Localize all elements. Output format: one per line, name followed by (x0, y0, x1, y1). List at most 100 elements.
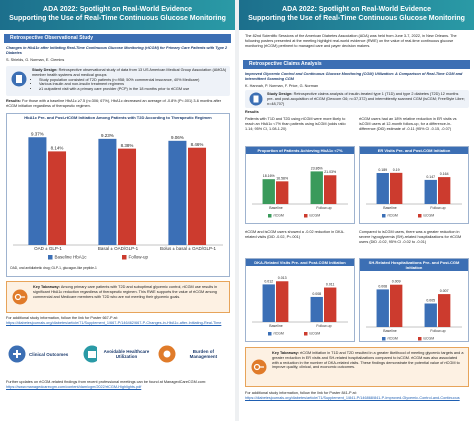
x-tick-label: Basal ± OAD/GLP-1 (98, 246, 139, 251)
bar (376, 173, 389, 204)
data-label: 9.23% (101, 133, 114, 138)
design-text: Retrospective observational study of dat… (32, 68, 227, 77)
data-label: 9.37% (31, 131, 44, 136)
legend-swatch (304, 332, 308, 336)
results-label: Results: (6, 99, 21, 103)
bar (262, 284, 275, 322)
bar (324, 287, 337, 322)
legend-swatch (382, 214, 386, 218)
chart-box: Proportion of Patients Achieving HbA1c <… (245, 146, 355, 224)
legend-label: isCGM (424, 214, 435, 218)
study-design: Study Design: Retrospective claims analy… (245, 90, 469, 108)
chart: 18.16% 23.86% 16.58% 21.03% Baseline Follow-u… (252, 166, 348, 218)
info-link[interactable]: https://diabetesjournals.org/diabetes/ar… (6, 320, 222, 325)
key-takeaway: Key Takeaway: rtCGM initiation in T1D an… (245, 347, 469, 387)
legend-swatch (268, 214, 272, 218)
bar (424, 303, 437, 327)
x-tick-label: Follow-up (430, 206, 445, 210)
legend-swatch (268, 332, 272, 336)
intro: The 82nd Scientific Sessions of the Amer… (245, 34, 457, 48)
x-tick-label: Baseline (383, 206, 396, 210)
bullet: Study population consisted of T2D patien… (39, 78, 227, 83)
x-tick-label: Follow-up (316, 324, 331, 328)
chart-box: SH-Related Hospitalizations Pre- and Pos… (359, 258, 469, 342)
chart-title: SH-Related Hospitalizations Pre- and Pos… (360, 259, 468, 271)
legend-label: Follow-up (129, 254, 149, 259)
chart-title: DKA-Related Visits Pre- and Post-CGM Ini… (246, 259, 354, 266)
bar (390, 172, 403, 204)
icon (83, 345, 97, 363)
design-text: Retrospective claims analysis of insulin… (267, 92, 465, 106)
result-text: rtCGM users had an 18% relative reductio… (359, 117, 457, 131)
section-bar: Retrospective Observational Study (4, 34, 231, 43)
data-label: 8.46% (191, 142, 204, 147)
data-label: 21.03% (324, 170, 336, 174)
chart: 9.37% 9.23% 9.06% 8.14% 8.38% 8.46% OAD ± GLP-… (13, 131, 223, 260)
icon-label: Avoidable Healthcare Utilization (103, 349, 150, 359)
takeaway-label: Key Takeaway: (33, 285, 60, 289)
header: ADA 2022: Spotlight on Real-World Eviden… (239, 0, 474, 30)
x-tick-label: OAD ± GLP-1 (34, 246, 62, 251)
bar (376, 289, 389, 327)
legend-swatch (382, 337, 386, 341)
left-panel: ADA 2022: Spotlight on Real-World Eviden… (0, 0, 235, 421)
legend-swatch (48, 255, 53, 260)
header-title: ADA 2022: Spotlight on Real-World Eviden… (282, 6, 431, 13)
icon (158, 345, 176, 363)
data-label: 0.164 (440, 172, 449, 176)
info: For additional study information, follow… (245, 391, 467, 401)
icon-item: Avoidable Healthcare Utilization (83, 345, 153, 363)
bar (324, 175, 337, 204)
legend-swatch (304, 214, 308, 218)
design-icon (249, 92, 263, 106)
study-design: Study Design: Retrospective observationa… (6, 66, 230, 96)
authors: K. Hannah, P. Norman, F. Price, G. Norma… (245, 84, 319, 88)
key-takeaway: Key Takeaway: Among primary care patient… (6, 281, 230, 313)
x-tick-label: Follow-up (316, 206, 331, 210)
footer-text: Further updates on rtCGM-related finding… (6, 380, 207, 384)
data-label: 8.14% (51, 146, 64, 151)
data-label: 0.011 (326, 282, 335, 286)
design-label: Study Design: (32, 68, 58, 72)
bar (310, 296, 323, 322)
key-icon (12, 289, 28, 305)
footer-link[interactable]: https://www.managedcarecgm.com/content/d… (6, 384, 142, 389)
bar (310, 171, 323, 204)
data-label: 16.58% (276, 176, 288, 180)
data-label: 0.013 (278, 276, 287, 280)
legend-label: rtCGM (388, 214, 398, 218)
legend-label: isCGM (310, 214, 321, 218)
results-text: For those with a baseline HbA1c ≥7.5 (n=… (6, 99, 222, 108)
icon-item: Clinical Outcomes (8, 345, 78, 363)
bar (276, 281, 289, 322)
bar (262, 179, 275, 204)
bar (48, 151, 67, 245)
takeaway-text: rtCGM initiation in T1D and T2D resulted… (272, 351, 464, 370)
data-label: 0.008 (312, 292, 321, 296)
study-title: Improved Glycemic Control and Continuous… (245, 72, 463, 81)
design-bullets: Study population consisted of T2D patien… (32, 78, 227, 92)
chart-box: HbA1c Pre- and Post-rtCGM Initiation Amo… (6, 113, 230, 277)
chart: 0.008 0.005 0.009 0.007 Baseline Follow-up rtC… (366, 280, 462, 341)
data-label: 0.147 (426, 175, 435, 179)
result-text: Patients with T1D and T2D using rtCGM we… (245, 117, 346, 131)
legend-swatch (418, 337, 422, 341)
header-subtitle: Supporting the Use of Real-Time Continuo… (248, 15, 465, 22)
header-subtitle: Supporting the Use of Real-Time Continuo… (9, 15, 226, 22)
x-tick-label: Follow-up (430, 329, 445, 333)
chart-title: HbA1c Pre- and Post-rtCGM Initiation Amo… (24, 115, 212, 120)
data-label: 8.38% (121, 143, 134, 148)
data-label: 18.16% (263, 174, 275, 178)
data-label: 0.009 (392, 280, 401, 284)
chart: 0.012 0.008 0.013 0.011 Baseline Follow-up rtC… (252, 276, 348, 336)
section-bar: Retrospective Claims Analysis (243, 60, 470, 69)
bullet: Various insulin and non-insulin treatmen… (39, 82, 227, 87)
info-link[interactable]: https://diabetesjournals.org/diabetes/ar… (245, 395, 460, 400)
icon-label: Burden of Management (189, 349, 218, 359)
data-label: 0.007 (440, 289, 449, 293)
right-panel: ADA 2022: Spotlight on Real-World Eviden… (239, 0, 474, 421)
bar (118, 148, 137, 245)
data-label: 23.86% (311, 166, 323, 170)
data-label: 0.005 (426, 298, 435, 302)
